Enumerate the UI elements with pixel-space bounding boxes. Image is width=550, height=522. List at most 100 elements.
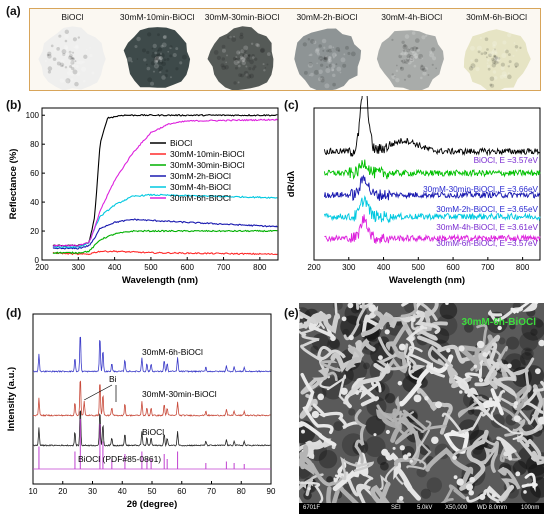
powder-grain xyxy=(169,76,172,79)
legend-entry: 30mM-10min-BiOCl xyxy=(170,149,245,159)
powder-grain xyxy=(241,60,244,63)
powder-grain xyxy=(226,35,231,40)
x-tick-label: 400 xyxy=(108,263,122,272)
sem-pore xyxy=(327,337,341,351)
powder-grain xyxy=(486,48,490,51)
powder-grain xyxy=(328,59,332,63)
powder-grain xyxy=(401,50,407,56)
x-tick-label: 40 xyxy=(118,487,127,496)
powder-grain xyxy=(323,57,326,60)
powder-grain xyxy=(421,35,426,40)
powder-grain xyxy=(493,55,499,61)
powder-grain xyxy=(155,57,160,62)
powder-grain xyxy=(165,69,169,73)
xrd-chart: 10 20 30 40 50 60 70 80 90 2θ (degree) Intensity (… xyxy=(6,313,276,510)
powder-grain xyxy=(228,35,232,39)
sem-fiber xyxy=(370,481,391,503)
powder-grain xyxy=(241,59,245,63)
powder-grain xyxy=(504,49,507,52)
powder-grain xyxy=(402,44,409,50)
powder-grain xyxy=(512,54,515,57)
series-line xyxy=(52,250,278,256)
powder-grain xyxy=(416,47,419,50)
powder-grain xyxy=(409,55,415,61)
sem-fiber xyxy=(333,458,347,483)
x-tick-label: 400 xyxy=(377,263,391,272)
powder-grain xyxy=(514,44,519,49)
powder-grain xyxy=(46,53,50,57)
sem-nodule xyxy=(534,368,541,375)
powder-grain xyxy=(489,83,493,87)
sem-fiber xyxy=(516,434,537,462)
x-axis-label: Wavelength (nm) xyxy=(389,275,465,286)
powder-grain xyxy=(410,47,415,52)
powder-grain xyxy=(406,48,411,53)
powder-grain xyxy=(483,51,488,55)
sample-photo: 30mM-30min-BiOCl xyxy=(200,9,285,90)
powder-grain xyxy=(130,60,133,63)
x-tick-label: 20 xyxy=(58,487,67,496)
powder-grain xyxy=(158,69,161,73)
powder-grain xyxy=(154,56,160,61)
sem-fiber xyxy=(312,403,361,430)
powder-grain xyxy=(146,50,150,54)
powder-grain xyxy=(59,62,65,68)
energy-annotation: BiOCl, E =3.57eV xyxy=(474,156,539,165)
sem-fiber xyxy=(441,407,491,435)
sem-pore xyxy=(342,328,350,337)
powder-grain xyxy=(237,57,240,60)
powder-grain xyxy=(235,50,241,55)
sem-fiber xyxy=(425,447,474,488)
powder-grain xyxy=(74,45,79,50)
powder-grain xyxy=(264,67,266,69)
sem-fiber xyxy=(354,409,367,464)
sem-nodule xyxy=(407,486,412,491)
sem-nodule xyxy=(397,380,403,386)
powder-grain xyxy=(232,35,235,38)
powder-grain xyxy=(247,66,252,71)
powder-grain xyxy=(134,44,138,49)
sem-fiber xyxy=(495,484,515,503)
powder-grain xyxy=(323,83,329,89)
powder-grain xyxy=(169,54,173,58)
powder-grain xyxy=(159,59,163,63)
powder-grain xyxy=(420,64,424,68)
pattern-label: 30mM-30min-BiOCl xyxy=(142,389,217,399)
sem-fiber xyxy=(385,451,422,501)
powder-grain xyxy=(52,57,57,61)
sem-fiber xyxy=(376,404,447,431)
powder-grain xyxy=(489,51,495,57)
sem-pore xyxy=(510,359,521,370)
sem-image: 30mM-6h-BiOCl 6701F SEI 5.0kV X50,000 WD… xyxy=(299,303,544,514)
series-line xyxy=(323,159,541,180)
powder-grain xyxy=(407,74,412,78)
y-tick-label: 100 xyxy=(26,111,40,120)
panel-d-label: (d) xyxy=(6,306,22,320)
powder-grain xyxy=(477,50,481,54)
powder-grain xyxy=(149,81,154,86)
powder-grain xyxy=(495,58,498,61)
powder-grain xyxy=(418,53,424,59)
powder-grain xyxy=(245,73,249,77)
powder-grain xyxy=(70,71,74,76)
xrd-pattern xyxy=(32,336,271,373)
sem-nodule xyxy=(491,493,497,498)
powder-grain xyxy=(342,53,345,56)
powder-grain xyxy=(237,81,240,84)
powder-grain xyxy=(486,62,489,64)
powder-grain xyxy=(69,60,73,64)
powder-grain xyxy=(409,55,414,60)
powder-grain xyxy=(508,60,512,64)
legend-entry: 30mM-30min-BiOCl xyxy=(170,160,245,170)
powder-grain xyxy=(500,65,505,71)
powder-pile xyxy=(464,29,531,90)
powder-grain xyxy=(64,39,68,43)
powder-grain xyxy=(492,70,497,74)
sem-nodule xyxy=(368,304,377,312)
powder-grain xyxy=(514,65,518,69)
powder-grain xyxy=(331,82,336,87)
sem-nodule xyxy=(381,448,389,456)
sem-nodule xyxy=(497,325,502,331)
sem-nodule xyxy=(488,397,493,401)
powder-grain xyxy=(313,69,319,75)
